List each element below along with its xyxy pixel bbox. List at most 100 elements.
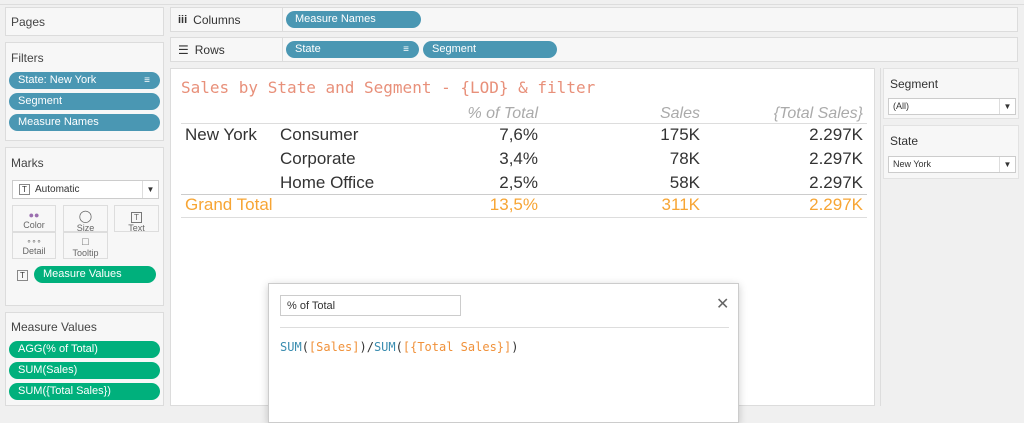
rows-pill-state[interactable]: State ≡ xyxy=(286,41,419,58)
measure-values-shelf: Measure Values AGG(% of Total) SUM(Sales… xyxy=(5,312,164,406)
filter-pill-segment[interactable]: Segment xyxy=(9,93,160,110)
card-label: Detail xyxy=(22,246,46,256)
header-pct-total: % of Total xyxy=(467,105,538,122)
rows-pill-segment[interactable]: Segment xyxy=(423,41,557,58)
chevron-down-icon: ▼ xyxy=(999,157,1015,172)
segment-label: Corporate xyxy=(280,149,356,168)
measure-values-text-pill[interactable]: Measure Values xyxy=(34,266,156,283)
columns-shelf[interactable]: iii Columns Measure Names xyxy=(170,7,1018,32)
marks-card: Marks T Automatic ▼ ●● Color ◯ Size T Text … xyxy=(5,147,164,306)
grand-total-total-sales: 2.297K xyxy=(809,195,863,214)
segment-label: Consumer xyxy=(280,125,359,144)
total-sales-value: 2.297K xyxy=(809,125,863,144)
card-label: Tooltip xyxy=(72,248,99,258)
detail-button[interactable]: ∘∘∘ Detail xyxy=(12,232,56,259)
sales-value: 58K xyxy=(669,173,700,192)
calculation-name-input[interactable] xyxy=(280,295,461,316)
mark-type-dropdown[interactable]: T Automatic ▼ xyxy=(12,180,159,199)
formula-token: [Sales] xyxy=(308,340,360,354)
filters-shelf: Filters State: New York ≡ Segment Measure… xyxy=(5,42,164,141)
state-label: New York xyxy=(185,125,257,144)
color-icon: ●● xyxy=(28,210,40,220)
header-total-sales: {Total Sales} xyxy=(773,105,863,122)
pill-label: State: New York xyxy=(18,74,97,86)
columns-label: Columns xyxy=(193,12,241,27)
state-filter-dropdown[interactable]: New York ▼ xyxy=(888,156,1016,173)
tooltip-button[interactable]: □ Tooltip xyxy=(63,232,108,259)
divider xyxy=(181,194,867,195)
formula-token: SUM xyxy=(373,340,396,354)
text-mark-icon: T xyxy=(17,270,28,281)
header-sales: Sales xyxy=(659,105,700,122)
pill-label: State xyxy=(295,43,321,55)
pages-shelf[interactable]: Pages xyxy=(5,7,164,36)
divider xyxy=(181,123,867,124)
grand-total-pct: 13,5% xyxy=(489,195,538,214)
state-filter-title: State xyxy=(890,134,919,148)
divider xyxy=(181,217,867,218)
worksheet-title: Sales by State and Segment - {LOD} & fil… xyxy=(181,78,596,97)
filter-pill-measure-names[interactable]: Measure Names xyxy=(9,114,160,131)
filter-pill-state[interactable]: State: New York ≡ xyxy=(9,72,160,89)
size-button[interactable]: ◯ Size xyxy=(63,205,108,232)
sales-value: 175K xyxy=(660,125,700,144)
pill-label: Measure Names xyxy=(295,13,376,25)
formula-token: )/ xyxy=(359,340,374,354)
marks-title: Marks xyxy=(11,156,44,170)
calculation-editor-dialog: ✕ SUM([Sales])/SUM([{Total Sales}]) xyxy=(268,283,739,423)
sales-value: 78K xyxy=(669,149,700,168)
pill-label: Measure Names xyxy=(18,116,99,128)
pill-label: Segment xyxy=(432,43,477,55)
segment-filter-value: (All) xyxy=(893,101,909,111)
measure-pill-sales[interactable]: SUM(Sales) xyxy=(9,362,160,379)
pct-total-value: 7,6% xyxy=(499,125,538,144)
pct-total-value: 2,5% xyxy=(499,173,538,192)
rows-icon: ☰ xyxy=(178,42,189,57)
formula-token: ( xyxy=(301,340,309,354)
text-icon: T xyxy=(131,212,142,223)
state-filter-card: State New York ▼ xyxy=(883,125,1019,179)
text-mark-icon: T xyxy=(19,184,30,195)
size-icon: ◯ xyxy=(78,209,93,223)
text-button[interactable]: T Text xyxy=(114,205,159,232)
detail-icon: ∘∘∘ xyxy=(26,237,42,246)
pill-label: Segment xyxy=(18,95,63,107)
filters-title: Filters xyxy=(11,51,44,65)
columns-icon: iii xyxy=(178,13,188,26)
formula-editor[interactable]: SUM([Sales])/SUM([{Total Sales}]) xyxy=(280,340,518,354)
measure-pill-pct-total[interactable]: AGG(% of Total) xyxy=(9,341,160,358)
card-label: Text xyxy=(128,223,145,232)
top-tab-strip xyxy=(0,0,1024,5)
segment-filter-title: Segment xyxy=(890,77,939,91)
total-sales-value: 2.297K xyxy=(809,149,863,168)
columns-pill-measure-names[interactable]: Measure Names xyxy=(286,11,421,28)
color-button[interactable]: ●● Color xyxy=(12,205,56,232)
rows-shelf[interactable]: ☰ Rows State ≡ Segment xyxy=(170,37,1018,62)
pct-total-value: 3,4% xyxy=(499,149,538,168)
tooltip-icon: □ xyxy=(82,236,89,248)
quick-filter-panel: Segment (All) ▼ State New York ▼ xyxy=(880,68,1019,406)
segment-filter-dropdown[interactable]: (All) ▼ xyxy=(888,98,1016,115)
divider xyxy=(280,327,729,328)
formula-token: ) xyxy=(511,340,519,354)
segment-label: Home Office xyxy=(280,173,375,192)
formula-token: [{Total Sales}] xyxy=(402,340,512,354)
pill-label: SUM(Sales) xyxy=(18,364,78,376)
measure-pill-total-sales[interactable]: SUM({Total Sales}) xyxy=(9,383,160,400)
measure-values-title: Measure Values xyxy=(11,320,97,334)
card-label: Color xyxy=(23,220,45,230)
segment-filter-card: Segment (All) ▼ xyxy=(883,68,1019,119)
formula-token: ( xyxy=(395,340,403,354)
pages-title: Pages xyxy=(11,15,46,29)
rows-label: Rows xyxy=(194,42,225,57)
formula-token: SUM xyxy=(280,340,302,354)
grand-total-sales: 311K xyxy=(661,195,700,214)
close-icon[interactable]: ✕ xyxy=(716,296,730,313)
card-label: Size xyxy=(76,223,95,232)
sort-icon: ≡ xyxy=(144,75,150,86)
grand-total-label: Grand Total xyxy=(185,195,273,214)
pill-label: SUM({Total Sales}) xyxy=(18,385,111,397)
mark-type-value: Automatic xyxy=(35,184,80,195)
pill-label: Measure Values xyxy=(43,268,122,280)
state-filter-value: New York xyxy=(893,159,932,169)
